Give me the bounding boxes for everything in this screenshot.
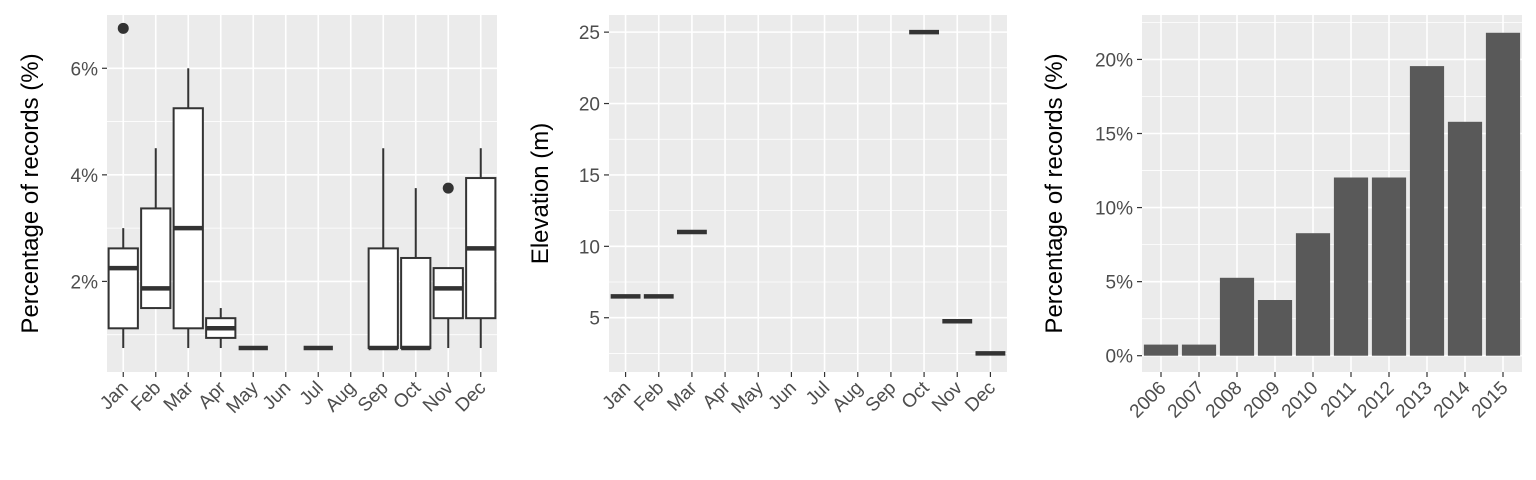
x-tick-label: Nov bbox=[928, 377, 967, 416]
plot-background bbox=[609, 15, 1007, 372]
boxplot-feb bbox=[140, 148, 172, 310]
x-tick-label: 2015 bbox=[1468, 378, 1513, 423]
bar-2008 bbox=[1219, 277, 1255, 356]
y-axis-title: Percentage of records (%) bbox=[1041, 53, 1068, 333]
x-tick-label: Jan bbox=[599, 378, 636, 415]
y-tick-label: 4% bbox=[71, 166, 99, 187]
bar-2006 bbox=[1143, 344, 1179, 356]
x-tick-label: Dec bbox=[452, 378, 491, 417]
box-iqr bbox=[140, 207, 172, 310]
bar-2010 bbox=[1295, 233, 1331, 356]
x-tick-label: May bbox=[223, 377, 264, 418]
x-tick-label: Jul bbox=[802, 378, 834, 410]
boxplot-nov bbox=[432, 182, 464, 349]
y-tick-label: 10% bbox=[1095, 199, 1133, 220]
y-tick-label: 25 bbox=[579, 23, 600, 44]
box-iqr bbox=[400, 256, 432, 350]
x-tick-label: Feb bbox=[127, 378, 165, 416]
x-tick-label: 2014 bbox=[1430, 377, 1475, 422]
x-tick-label: May bbox=[728, 377, 769, 418]
y-tick-label: 10 bbox=[579, 237, 600, 258]
box-iqr bbox=[367, 247, 399, 350]
y-axis-title: Percentage of records (%) bbox=[17, 53, 44, 333]
box-iqr bbox=[107, 247, 139, 330]
x-tick-label: Apr bbox=[195, 377, 231, 413]
x-tick-label: Jul bbox=[296, 378, 328, 410]
bar-2014 bbox=[1447, 121, 1483, 356]
y-axis-title: Elevation (m) bbox=[527, 123, 554, 264]
x-tick-label: Jan bbox=[96, 378, 133, 415]
box-iqr bbox=[172, 107, 204, 330]
y-tick-label: 20% bbox=[1095, 50, 1133, 71]
x-tick-label: Nov bbox=[419, 377, 458, 416]
x-tick-label: 2012 bbox=[1354, 378, 1399, 423]
x-tick-label: 2006 bbox=[1126, 378, 1171, 423]
boxplot-apr bbox=[205, 308, 237, 349]
x-tick-label: 2013 bbox=[1392, 378, 1437, 423]
y-tick-label: 5% bbox=[1106, 273, 1134, 294]
boxplot-mar bbox=[172, 68, 204, 349]
bar-2015 bbox=[1485, 32, 1521, 356]
boxplot-jan bbox=[107, 22, 139, 349]
x-tick-label: 2009 bbox=[1240, 378, 1285, 423]
y-tick-label: 20 bbox=[579, 95, 600, 116]
x-tick-label: Jun bbox=[764, 378, 801, 415]
boxplot-dec bbox=[465, 148, 497, 349]
y-tick-label: 0% bbox=[1106, 347, 1134, 368]
x-tick-label: Dec bbox=[961, 378, 1000, 417]
outlier-point bbox=[442, 182, 454, 194]
x-tick-label: 2010 bbox=[1278, 378, 1323, 423]
bar-2013 bbox=[1409, 66, 1445, 356]
x-tick-label: Apr bbox=[699, 377, 735, 413]
x-tick-label: Feb bbox=[630, 378, 668, 416]
x-tick-label: 2008 bbox=[1202, 378, 1247, 423]
y-tick-label: 5 bbox=[589, 309, 600, 330]
bar-2012 bbox=[1371, 177, 1407, 356]
x-tick-label: Aug bbox=[322, 378, 361, 417]
x-tick-label: Mar bbox=[663, 377, 701, 415]
box-iqr bbox=[432, 267, 464, 320]
x-tick-label: Sep bbox=[354, 378, 393, 417]
y-tick-label: 15% bbox=[1095, 125, 1133, 146]
boxplot-sep bbox=[367, 148, 399, 351]
x-tick-label: Sep bbox=[862, 378, 901, 417]
x-tick-label: Oct bbox=[898, 377, 934, 413]
x-tick-label: Oct bbox=[390, 377, 426, 413]
x-tick-label: Mar bbox=[160, 377, 198, 415]
outlier-point bbox=[117, 22, 129, 34]
bar-2007 bbox=[1181, 344, 1217, 356]
yearly-percentage-barchart: 0%5%10%15%20%200620072008200920102011201… bbox=[1041, 15, 1522, 422]
bar-2009 bbox=[1257, 300, 1293, 356]
y-tick-label: 15 bbox=[579, 166, 600, 187]
y-tick-label: 2% bbox=[71, 272, 99, 293]
plot-background bbox=[107, 15, 497, 372]
bar-2011 bbox=[1333, 177, 1369, 356]
x-tick-label: Jun bbox=[259, 378, 296, 415]
x-tick-label: Aug bbox=[829, 378, 868, 417]
x-tick-label: 2007 bbox=[1164, 378, 1209, 423]
y-tick-label: 6% bbox=[71, 59, 99, 80]
x-tick-label: 2011 bbox=[1317, 378, 1361, 422]
boxplot-oct bbox=[400, 188, 432, 351]
